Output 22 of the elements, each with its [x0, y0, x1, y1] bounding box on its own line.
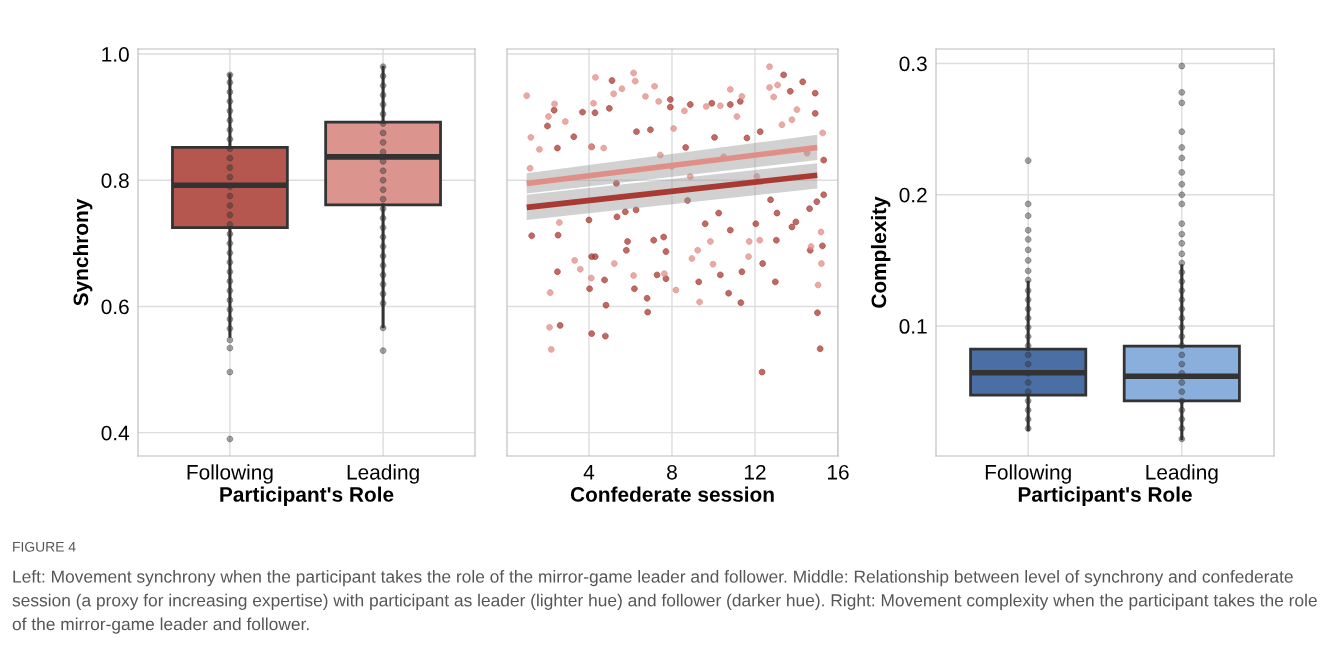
text: Left: Movement synchrony when the participant takes the role of the mirror-game leader and follower. Middle: Relationship between level of synchrony and confederate session (a proxy for increasing expertise) with participant as leader (lighter hue) and follower (darker hue). Right: Movement complexity when the participant takes the role of the mirror-game leader and follower.: [12, 570, 1317, 634]
x-tick-label: 4: [583, 465, 595, 480]
x-tick-label: 12: [744, 464, 766, 480]
x-tick-label: Following: [985, 464, 1071, 484]
x-tick-label: Leading: [1146, 464, 1218, 484]
x-axis-title: Confederate session: [570, 486, 774, 502]
y-axis-title: Complexity: [870, 196, 891, 308]
y-tick-label: 1.0: [102, 47, 129, 62]
x-tick-label: 8: [667, 464, 677, 480]
y-tick-label: 0.8: [101, 173, 129, 188]
caption: FIGURE 4: [13, 541, 76, 552]
y-tick-label: 0.6: [101, 299, 129, 315]
y-axis-title: Synchrony: [72, 198, 93, 306]
y-tick-label: 0.1: [899, 319, 927, 334]
y-tick-label: 0.4: [101, 425, 130, 441]
x-tick-label: 16: [828, 464, 849, 480]
x-axis-title: Participant's Role: [1018, 486, 1192, 506]
y-tick-label: 0.2: [899, 187, 927, 203]
x-tick-label: Following: [187, 464, 273, 484]
x-tick-label: Leading: [347, 464, 419, 484]
y-tick-label: 0.3: [899, 56, 927, 72]
x-axis-title: Participant's Role: [220, 486, 394, 506]
